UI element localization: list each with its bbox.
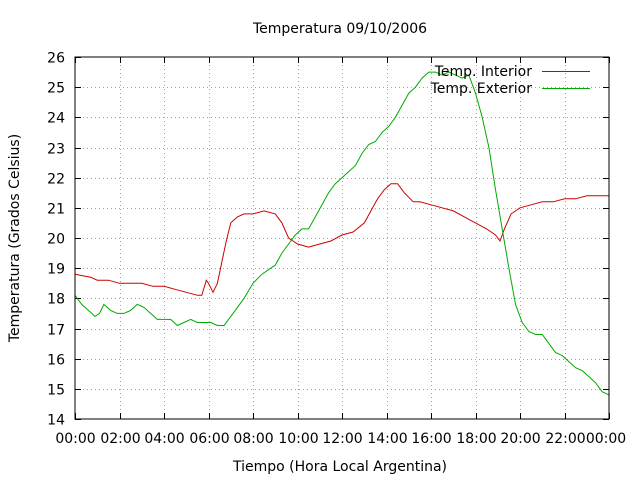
x-axis-label: Tiempo (Hora Local Argentina) xyxy=(232,459,447,475)
series-line-1 xyxy=(74,183,609,296)
x-tick-label: 00:00 xyxy=(586,431,626,447)
y-tick-label: 19 xyxy=(47,262,65,278)
x-tick-label: 14:00 xyxy=(367,431,407,447)
y-tick-label: 25 xyxy=(47,81,65,97)
plot-frame xyxy=(74,56,610,420)
y-tick-label: 14 xyxy=(47,413,65,429)
y-tick-label: 22 xyxy=(47,172,65,188)
x-tick-label: 04:00 xyxy=(144,431,184,447)
y-tick-label: 21 xyxy=(47,202,65,218)
chart-title: Temperatura 09/10/2006 xyxy=(252,21,427,37)
x-tick-label: 22:00 xyxy=(545,431,585,447)
x-tick-label: 02:00 xyxy=(100,431,140,447)
y-tick-label: 16 xyxy=(47,353,65,369)
legend-label-2: Temp. Exterior xyxy=(430,81,533,97)
data-series xyxy=(74,71,610,396)
series-line-2 xyxy=(74,71,610,396)
y-tick-labels: 14 15 16 17 18 19 20 21 22 23 24 25 26 xyxy=(47,51,65,429)
grid-lines xyxy=(75,57,609,419)
y-tick-label: 18 xyxy=(47,292,65,308)
y-tick-label: 20 xyxy=(47,232,65,248)
x-tick-label: 08:00 xyxy=(233,431,273,447)
y-tick-label: 23 xyxy=(47,142,65,158)
y-tick-label: 17 xyxy=(47,323,65,339)
x-tick-label: 00:00 xyxy=(55,431,95,447)
x-tick-label: 16:00 xyxy=(411,431,451,447)
x-tick-label: 18:00 xyxy=(456,431,496,447)
x-tick-label: 12:00 xyxy=(322,431,362,447)
legend-label-1: Temp. Interior xyxy=(434,64,533,80)
x-tick-label: 20:00 xyxy=(500,431,540,447)
y-tick-label: 15 xyxy=(47,383,65,399)
x-tick-labels: 00:00 02:00 04:00 06:00 08:00 10:00 12:00 14:00… xyxy=(55,431,626,447)
y-tick-label: 24 xyxy=(47,111,65,127)
x-tick-label: 10:00 xyxy=(278,431,318,447)
y-tick-label: 26 xyxy=(47,51,65,67)
x-tick-label: 06:00 xyxy=(189,431,229,447)
y-axis-label: Temperatura (Grados Celsius) xyxy=(7,134,23,343)
